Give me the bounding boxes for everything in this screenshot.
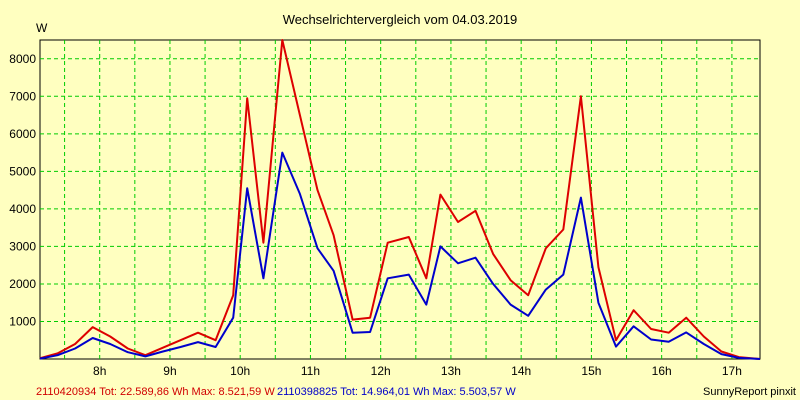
x-tick-label: 11h bbox=[301, 364, 320, 378]
x-tick-label: 14h bbox=[511, 364, 531, 378]
legend-series-1: 2110420934 Tot: 22.589,86 Wh Max: 8.521,… bbox=[36, 386, 275, 398]
y-tick-label: 5000 bbox=[9, 164, 36, 178]
y-tick-label: 2000 bbox=[9, 277, 36, 291]
series-layer bbox=[39, 39, 761, 360]
legend-series-2: 2110398825 Tot: 14.964,01 Wh Max: 5.503,… bbox=[277, 386, 516, 398]
x-tick-label: 15h bbox=[581, 364, 601, 378]
x-tick-label: 16h bbox=[652, 364, 672, 378]
plot-area bbox=[39, 39, 761, 360]
grid-layer bbox=[40, 40, 760, 359]
y-tick-label: 7000 bbox=[9, 89, 36, 103]
series-line-1 bbox=[39, 39, 761, 360]
x-tick-label: 10h bbox=[230, 364, 250, 378]
x-tick-label: 12h bbox=[371, 364, 391, 378]
y-tick-label: 4000 bbox=[9, 202, 36, 216]
x-tick-label: 9h bbox=[163, 364, 176, 378]
y-tick-label: 1000 bbox=[9, 314, 36, 328]
x-tick-label: 17h bbox=[722, 364, 742, 378]
y-axis-unit-label: W bbox=[36, 21, 48, 35]
y-tick-label: 6000 bbox=[9, 127, 36, 141]
series-line-2 bbox=[39, 151, 761, 360]
chart-title: Wechselrichtervergleich vom 04.03.2019 bbox=[283, 12, 518, 27]
x-tick-label: 13h bbox=[441, 364, 461, 378]
y-tick-label: 8000 bbox=[9, 52, 36, 66]
tick-label-layer: 1000 2000 3000 4000 5000 6000 7000 8000 8h 9h 10h 1… bbox=[9, 52, 742, 378]
credit-label: SunnyReport pinxit bbox=[703, 386, 796, 398]
x-tick-label: 8h bbox=[93, 364, 106, 378]
y-tick-label: 3000 bbox=[9, 239, 36, 253]
